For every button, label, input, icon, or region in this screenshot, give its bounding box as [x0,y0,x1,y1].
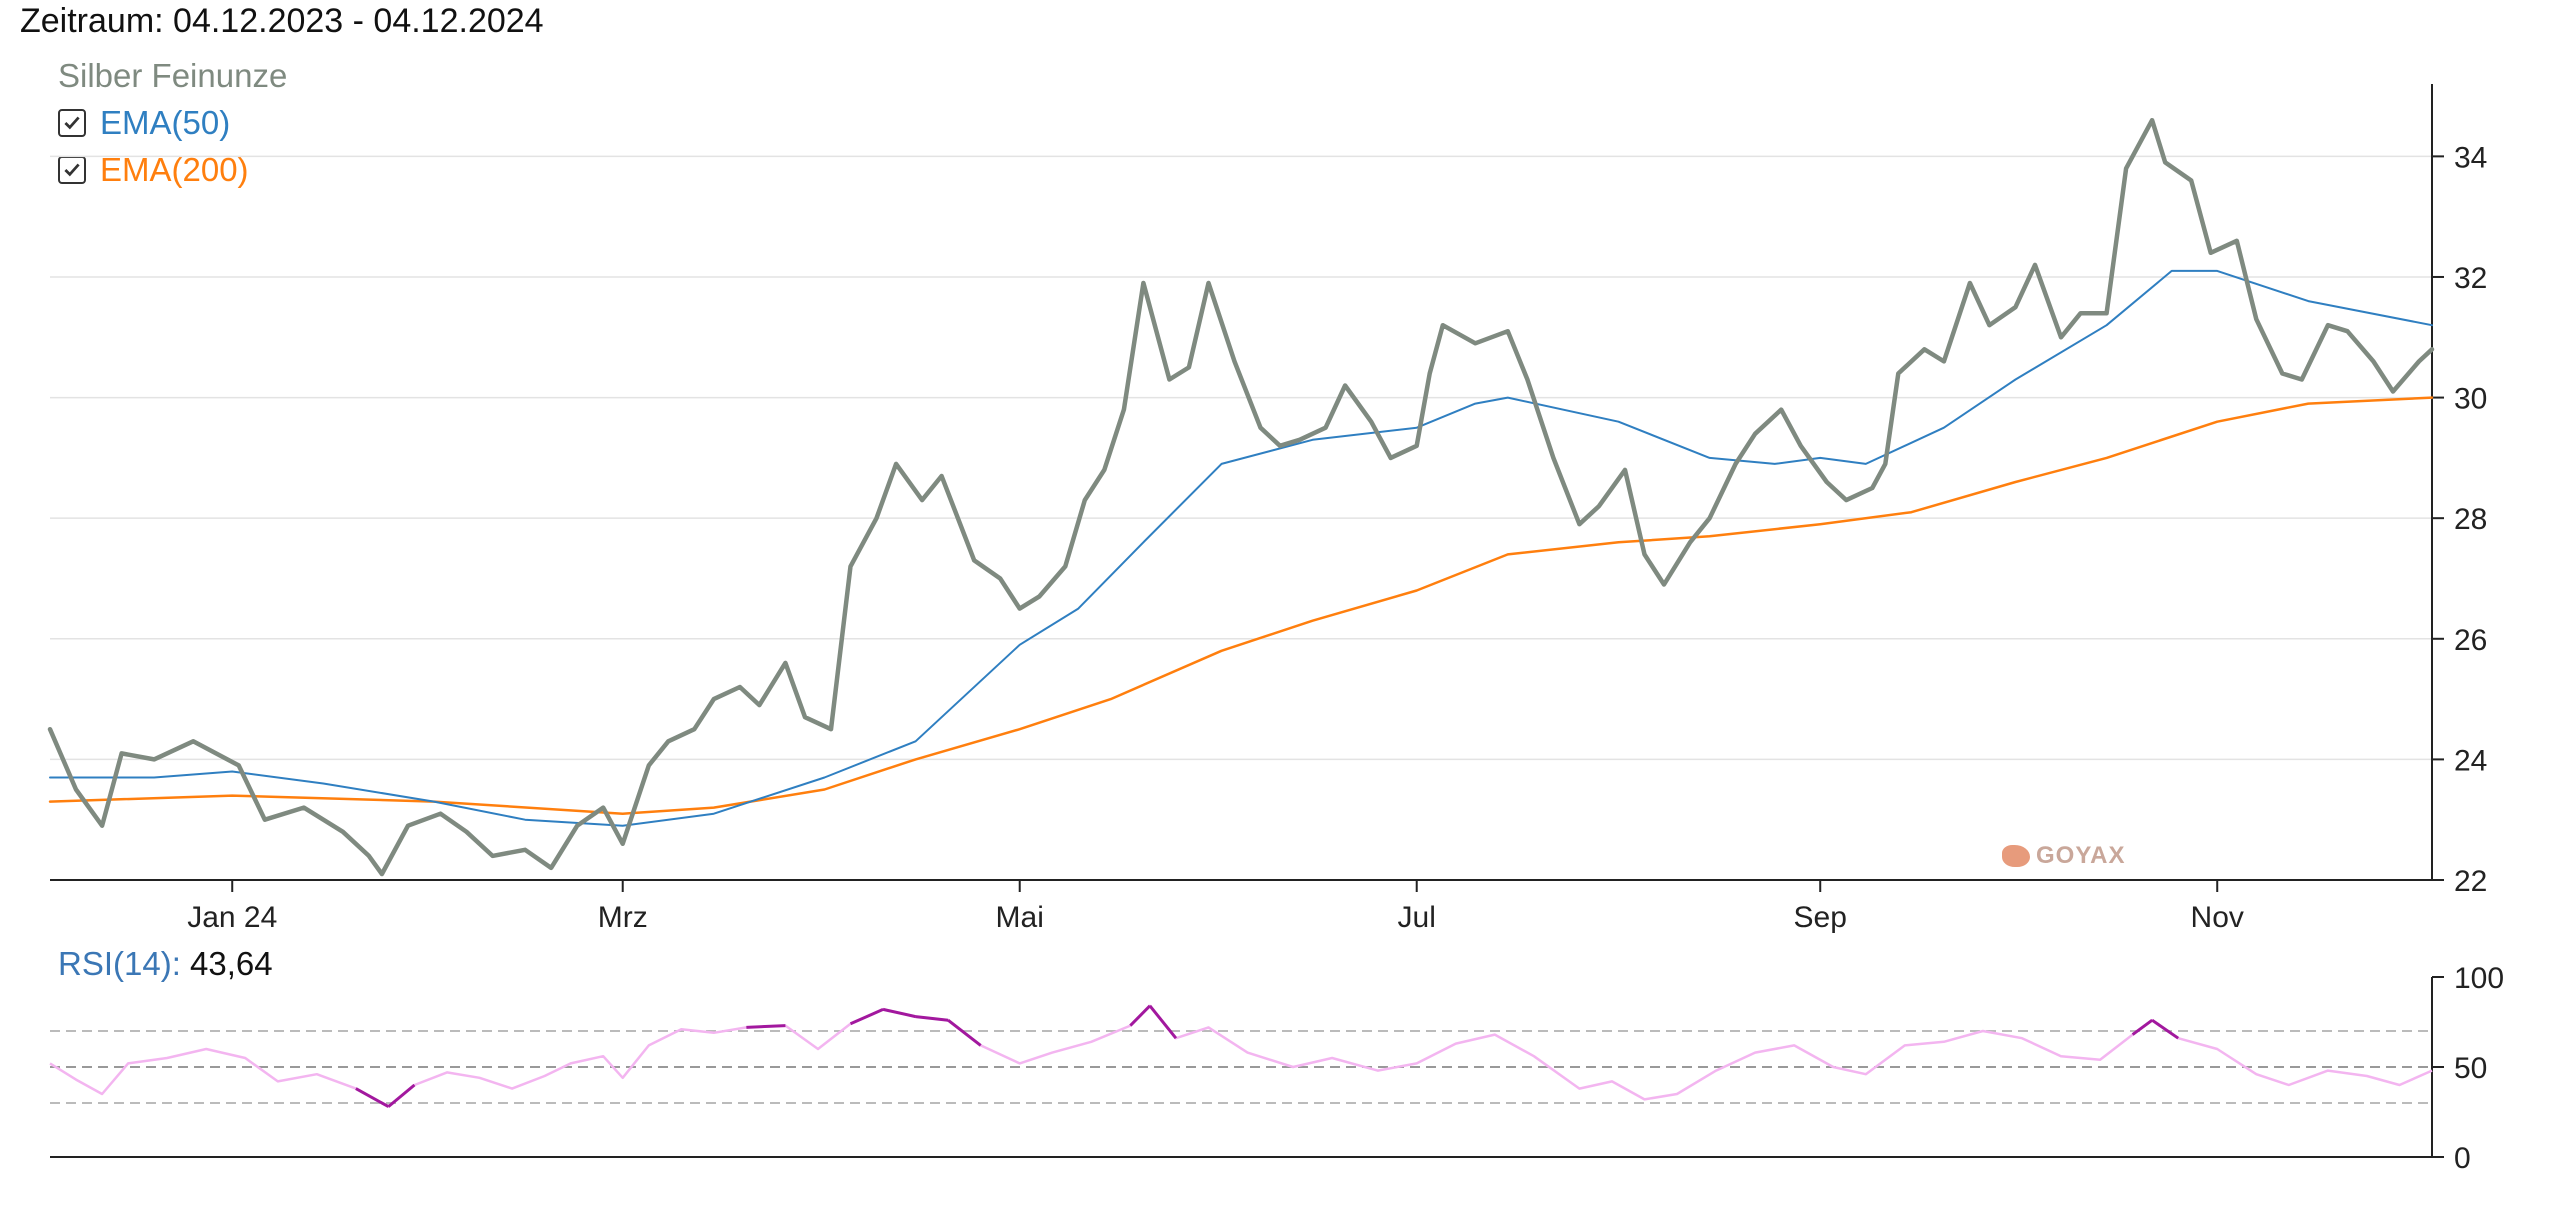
goyax-logo: GOYAX [2002,842,2125,870]
rsi-y-tick-label: 0 [2454,1142,2471,1175]
x-tick-label: Mrz [598,901,648,934]
x-tick-label: Jan 24 [187,901,277,934]
main-series [47,117,2435,877]
y-tick-label: 22 [2454,865,2487,898]
ema200-label: EMA(200) [100,151,249,188]
rsi-series [49,1004,2433,1108]
check-icon [64,163,80,176]
rsi-extreme-segment [2151,1018,2180,1040]
rsi-extreme-segment [915,1015,949,1022]
rsi-extreme-segment [947,1019,982,1047]
ema50-line [49,269,2433,827]
legend-ema50[interactable]: EMA(50) [58,99,287,146]
y-tick-label: 32 [2454,262,2487,295]
rsi-extreme-segment [1129,1004,1151,1027]
ema50-label: EMA(50) [100,104,231,141]
x-tick-label: Jul [1398,901,1436,934]
x-tick-label: Sep [1794,901,1847,934]
check-icon [64,116,80,129]
rsi-extreme-segment [2131,1018,2154,1036]
x-tick-label: Nov [2191,901,2244,934]
rsi-extreme-segment [1148,1004,1178,1040]
main-grid [50,155,2432,881]
y-tick-label: 30 [2454,383,2487,416]
rsi-extreme-segment [849,1008,884,1026]
rsi-y-tick-label: 50 [2454,1052,2487,1085]
y-tick-label: 24 [2454,744,2487,777]
rsi-label: RSI(14): 43,64 [58,945,273,982]
main-axes: 22 24 26 28 30 32 34 Jan 24 Mrz Mai Jul Sep Nov [50,84,2487,934]
y-tick-label: 28 [2454,503,2487,536]
rsi-name: RSI(14) [58,945,172,982]
chart-legend: Silber Feinunze EMA(50) EMA(200) [58,52,287,193]
logo-text: GOYAX [2036,842,2126,869]
rsi-axes: 0 50 100 [50,962,2504,1175]
rsi-y-tick-label: 100 [2454,962,2504,995]
legend-title-text: Silber Feinunze [58,57,288,94]
legend-title: Silber Feinunze [58,52,287,99]
rsi-grid [50,1030,2432,1104]
y-tick-label: 26 [2454,624,2487,657]
rsi-extreme-segment [746,1024,786,1029]
legend-ema200[interactable]: EMA(200) [58,146,287,193]
ema200-line [48,396,2434,815]
x-tick-label: Mai [996,901,1044,934]
price-line [47,117,2435,877]
rsi-value: 43,64 [190,945,273,982]
ema50-checkbox[interactable] [58,108,86,137]
y-tick-label: 34 [2454,141,2487,174]
rsi-extreme-segment [882,1007,916,1019]
rsi-extreme-segment [355,1087,390,1108]
period-label: Zeitraum: 04.12.2023 - 04.12.2024 [20,2,544,40]
rsi-extreme-segment [387,1083,416,1108]
bull-icon [2002,845,2030,867]
